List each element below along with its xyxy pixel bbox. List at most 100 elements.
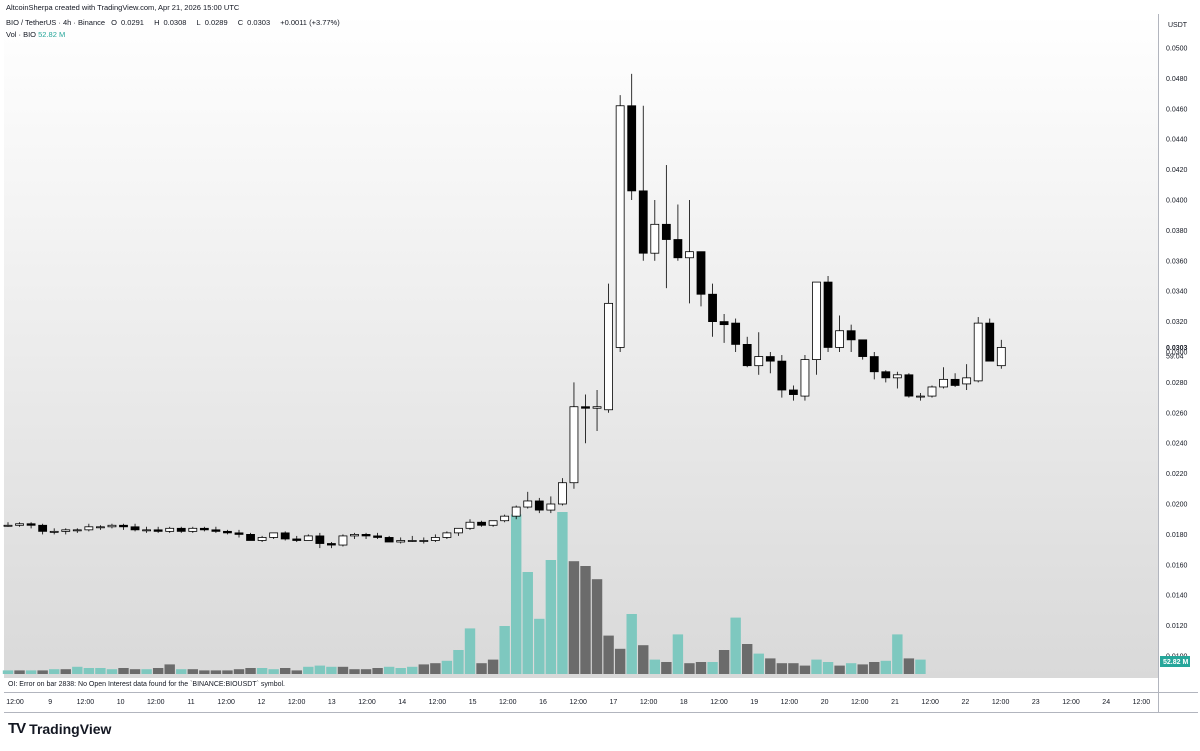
candle-body — [199, 527, 209, 531]
candle-body — [765, 356, 775, 362]
price-tick-label: 0.0240 — [1166, 441, 1188, 448]
candle-body — [546, 503, 556, 511]
time-tick-label: 12:00 — [6, 699, 24, 706]
candle-body — [234, 532, 244, 535]
candle-body — [419, 540, 429, 542]
volume-bar — [291, 670, 302, 674]
ohlc-change: +0.0011 (+3.77%) — [280, 18, 340, 27]
volume-bar — [765, 658, 776, 674]
volume-bar — [626, 614, 637, 674]
volume-bar — [661, 662, 672, 674]
volume-bar — [834, 665, 845, 674]
candle-body — [326, 543, 336, 546]
volume-bar — [49, 669, 60, 674]
time-axis[interactable]: 12:00 9 12:00 10 12:00 11 12:00 12 12:00 13 12:00 1… — [6, 699, 1150, 706]
price-tick-label: 0.0480 — [1166, 76, 1188, 83]
price-tick-label: 0.0200 — [1166, 502, 1188, 509]
volume-bar — [776, 663, 788, 674]
candle-body — [107, 524, 117, 528]
time-tick-label: 10 — [117, 699, 125, 706]
candle-body — [176, 527, 186, 532]
candle-body — [742, 343, 752, 367]
candle-body — [673, 239, 683, 259]
volume-value: 52.82 M — [38, 30, 66, 39]
tradingview-logo-icon: TV — [8, 720, 26, 737]
candle-body — [430, 537, 440, 541]
candle-body — [361, 534, 371, 537]
candle-body — [523, 500, 533, 508]
time-tick-label: 23 — [1032, 699, 1040, 706]
price-tick-label: 0.0180 — [1166, 532, 1188, 539]
candle-body — [973, 322, 983, 382]
time-tick-label: 12:00 — [499, 699, 517, 706]
candle-body — [869, 356, 879, 373]
volume-bar — [453, 650, 464, 674]
candle-body — [384, 537, 394, 543]
candle-body — [292, 538, 302, 541]
candle-body — [257, 537, 267, 541]
time-tick-label: 12:00 — [147, 699, 165, 706]
volume-bar — [845, 663, 857, 674]
candle-body — [569, 406, 579, 484]
candle-body — [904, 374, 914, 397]
volume-bar — [753, 653, 764, 674]
volume-bar — [210, 670, 222, 674]
time-tick-label: 14 — [398, 699, 406, 706]
volume-bar — [742, 644, 753, 674]
volume-bar — [326, 666, 337, 674]
volume-bar — [903, 658, 915, 674]
time-tick-label: 12:00 — [851, 699, 869, 706]
volume-bar — [176, 669, 187, 674]
candle-body — [72, 529, 82, 532]
candle-body — [731, 322, 741, 345]
volume-bar — [233, 669, 245, 674]
volume-bar — [557, 512, 568, 674]
volume-bar — [892, 634, 903, 674]
candle-body — [927, 386, 937, 397]
price-tick-label: 0.0120 — [1166, 623, 1188, 630]
volume-bar — [25, 670, 37, 674]
candle-body — [592, 406, 602, 409]
candle-body — [638, 190, 648, 254]
time-tick-label: 19 — [750, 699, 758, 706]
volume-bar — [430, 663, 441, 674]
symbol-name[interactable]: BIO / TetherUS · 4h · Binance — [6, 18, 106, 27]
price-tick-label: 0.0220 — [1166, 471, 1188, 478]
time-tick-label: 12:00 — [710, 699, 728, 706]
volume-bar — [349, 669, 360, 674]
volume-bar — [199, 670, 210, 674]
candle-body — [558, 482, 567, 505]
candle-body — [96, 526, 105, 529]
candle-body — [650, 223, 660, 254]
volume-legend[interactable]: Vol · BIO 52.82 M — [6, 30, 65, 39]
candle-body — [130, 526, 140, 531]
volume-bar — [383, 666, 395, 674]
candle-body — [685, 251, 694, 259]
price-axis[interactable]: USDT 0.0500 0.0480 0.0460 0.0440 0.0420 0.0400… — [1166, 22, 1188, 661]
volume-bar — [2, 670, 14, 674]
volume-bar — [869, 662, 880, 674]
volume-bar — [487, 659, 499, 674]
time-tick-label: 13 — [328, 699, 336, 706]
ohlc-high: H 0.0308 — [154, 18, 187, 27]
candle-body — [211, 529, 221, 532]
candle-body — [49, 530, 59, 533]
volume-bar — [372, 668, 383, 674]
volume-bar — [614, 648, 626, 674]
time-tick-label: 12:00 — [569, 699, 587, 706]
candle-body — [188, 527, 198, 532]
tradingview-logo[interactable]: TV TradingView — [8, 720, 111, 737]
candle-body — [823, 281, 833, 348]
candle-body — [454, 527, 463, 534]
candle-body — [708, 293, 717, 322]
tradingview-logo-text: TradingView — [29, 720, 112, 737]
volume-bar — [407, 666, 418, 674]
candle-body — [119, 524, 128, 528]
volume-bar — [337, 666, 349, 674]
volume-bar — [534, 618, 545, 674]
volume-bar — [638, 645, 649, 674]
candle-body — [442, 532, 452, 538]
